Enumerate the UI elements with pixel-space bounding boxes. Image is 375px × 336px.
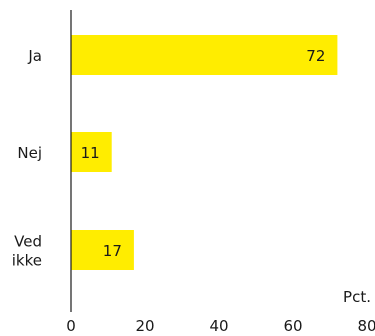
category-label-0: Ja	[27, 47, 42, 65]
x-unit-label: Pct.	[343, 288, 371, 306]
bar-2	[71, 230, 134, 270]
bars-group: 72 11 17	[71, 35, 338, 270]
bar-value-label-2: 17	[103, 242, 122, 260]
x-tick-label: 40	[209, 317, 228, 335]
category-label-line: Ved	[14, 233, 42, 251]
category-label-line: Nej	[17, 144, 42, 162]
bar-value-label-0: 72	[306, 47, 325, 65]
category-label-line: ikke	[12, 252, 42, 270]
x-tick-label: 0	[66, 317, 76, 335]
category-labels: Ja Nej Ved ikke	[12, 47, 42, 270]
bar-0	[71, 35, 338, 75]
x-tick-label: 20	[135, 317, 154, 335]
x-tick-label: 80	[357, 317, 375, 335]
category-label-1: Nej	[17, 144, 42, 162]
bar-1	[71, 132, 112, 172]
x-tick-labels: 0 20 40 60 80	[66, 317, 375, 335]
category-label-line: Ja	[27, 47, 42, 65]
bar-value-label-1: 11	[81, 144, 100, 162]
x-tick-label: 60	[283, 317, 302, 335]
category-label-2: Ved ikke	[12, 233, 42, 270]
